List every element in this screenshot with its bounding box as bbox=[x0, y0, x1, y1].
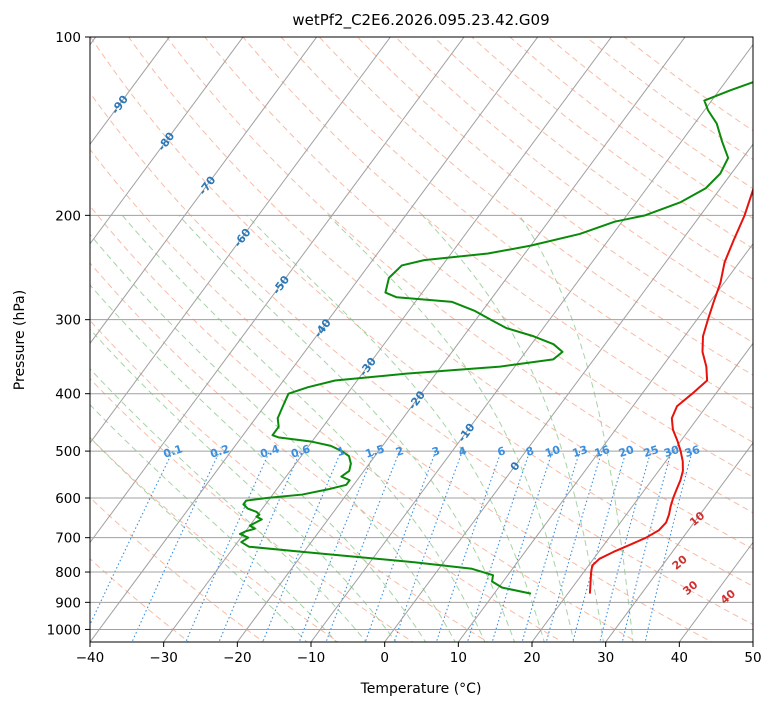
mixing-ratio-label: 16 bbox=[593, 443, 612, 460]
mixing-ratio-line bbox=[435, 450, 502, 642]
isotherm bbox=[90, 37, 318, 345]
dry-adiabat bbox=[127, 37, 753, 550]
mixing-ratio-label: 1 bbox=[336, 444, 347, 459]
y-axis-label: Pressure (hPa) bbox=[12, 290, 28, 390]
dry-adiabat bbox=[280, 37, 753, 409]
mixing-ratio-line bbox=[521, 450, 581, 642]
y-tick-label: 900 bbox=[55, 595, 81, 611]
mixing-ratio-line bbox=[393, 450, 463, 642]
moist-adiabat bbox=[178, 215, 516, 642]
y-tick-label: 200 bbox=[55, 208, 81, 224]
mixing-ratio-line bbox=[572, 450, 627, 642]
x-tick-label: −10 bbox=[297, 650, 326, 666]
dry-adiabat bbox=[166, 37, 753, 514]
dry-adiabat bbox=[318, 37, 753, 376]
x-tick-label: −20 bbox=[223, 650, 252, 666]
mixing-ratio-label: 0.2 bbox=[209, 442, 232, 460]
mixing-ratio-label: 10 bbox=[543, 443, 562, 460]
dry-adiabat bbox=[90, 37, 753, 587]
dry-adiabat bbox=[90, 319, 489, 642]
chart-title: wetPf2_C2E6.2026.095.23.42.G09 bbox=[292, 11, 549, 30]
x-tick-label: 20 bbox=[523, 650, 540, 666]
y-tick-label: 800 bbox=[55, 565, 81, 581]
moist-adiabat bbox=[90, 233, 456, 642]
isotherm bbox=[678, 541, 753, 642]
isotherm bbox=[310, 43, 753, 642]
plot-frame bbox=[89, 36, 754, 643]
mixing-ratio-line bbox=[621, 450, 672, 642]
x-tick-label: 50 bbox=[744, 650, 761, 666]
plot-area bbox=[90, 37, 753, 642]
mixing-ratio-label: 0.1 bbox=[162, 442, 185, 460]
mixing-ratio-label: 3 bbox=[430, 444, 441, 459]
x-tick-label: −40 bbox=[76, 650, 105, 666]
isotherm bbox=[457, 242, 753, 642]
isotherm bbox=[90, 37, 539, 642]
moist-adiabat bbox=[90, 328, 397, 642]
isotherm bbox=[163, 37, 612, 642]
mixing-ratio-line bbox=[545, 450, 603, 642]
dry-adiabat bbox=[432, 37, 753, 280]
isotherm bbox=[90, 37, 391, 444]
moist-adiabat bbox=[90, 437, 308, 642]
moist-adiabat bbox=[121, 215, 486, 642]
isotherm bbox=[531, 342, 753, 642]
mixing-ratio-label: 0.4 bbox=[259, 442, 282, 460]
axes: −40 −30 −20 −10 0 10 20 30 40 50 1000 900 800 700 600 5… bbox=[47, 30, 762, 666]
y-tick-label: 1000 bbox=[47, 622, 81, 638]
mixing-ratio-label: 2 bbox=[394, 444, 405, 459]
mixing-ratio-line bbox=[599, 450, 652, 642]
isotherm bbox=[90, 37, 170, 146]
mixing-ratio-label: 6 bbox=[496, 444, 508, 459]
x-axis-label: Temperature (°C) bbox=[360, 681, 482, 697]
isotherm bbox=[236, 37, 686, 642]
temperature-line bbox=[588, 186, 753, 594]
mixing-ratio-label: 36 bbox=[683, 443, 702, 460]
mixing-ratio-line bbox=[364, 450, 437, 642]
x-tick-label: −30 bbox=[149, 650, 178, 666]
dewpoint-line bbox=[238, 81, 753, 595]
y-tick-label: 300 bbox=[55, 313, 81, 329]
mixing-ratio-line bbox=[325, 450, 401, 642]
mixing-ratio-line bbox=[90, 450, 174, 626]
mixing-ratio-line bbox=[644, 450, 693, 642]
mixing-ratio-label: 0.6 bbox=[289, 442, 312, 460]
y-tick-label: 600 bbox=[55, 491, 81, 507]
y-tick-label: 500 bbox=[55, 444, 81, 460]
dry-adiabat bbox=[356, 37, 753, 344]
isotherm bbox=[90, 37, 465, 544]
y-tick-label: 700 bbox=[55, 531, 81, 547]
mixing-ratio-label: 8 bbox=[524, 444, 535, 459]
moist-adiabat bbox=[90, 403, 338, 642]
moist-adiabat bbox=[246, 214, 545, 642]
isotherm bbox=[384, 143, 753, 642]
moist-adiabat bbox=[327, 214, 575, 642]
moist-adiabat bbox=[518, 215, 634, 642]
isotherm bbox=[605, 442, 753, 642]
dry-adiabat bbox=[90, 148, 713, 642]
mixing-ratio-line bbox=[491, 450, 554, 642]
mixing-ratio-label: 20 bbox=[617, 443, 636, 460]
mixing-ratio-line bbox=[298, 450, 376, 642]
x-tick-label: 30 bbox=[597, 650, 614, 666]
mixing-ratio-label: 4 bbox=[457, 444, 469, 459]
mixing-ratio-label: 13 bbox=[571, 443, 590, 460]
isotherm bbox=[90, 37, 244, 245]
y-tick-label: 100 bbox=[55, 30, 81, 46]
isotherm-label: -100 bbox=[56, 58, 83, 88]
profile-lines bbox=[238, 81, 753, 595]
x-tick-label: 10 bbox=[450, 650, 467, 666]
x-tick-label: 0 bbox=[380, 650, 389, 666]
mixing-ratio-label: 30 bbox=[662, 443, 681, 460]
y-tick-label: 400 bbox=[55, 387, 81, 403]
mixing-ratio-label: 25 bbox=[642, 443, 661, 460]
moist-adiabat bbox=[90, 284, 427, 642]
mixing-ratio-label: 1.5 bbox=[364, 442, 387, 460]
x-tick-label: 40 bbox=[671, 650, 688, 666]
background-lines bbox=[90, 37, 753, 642]
